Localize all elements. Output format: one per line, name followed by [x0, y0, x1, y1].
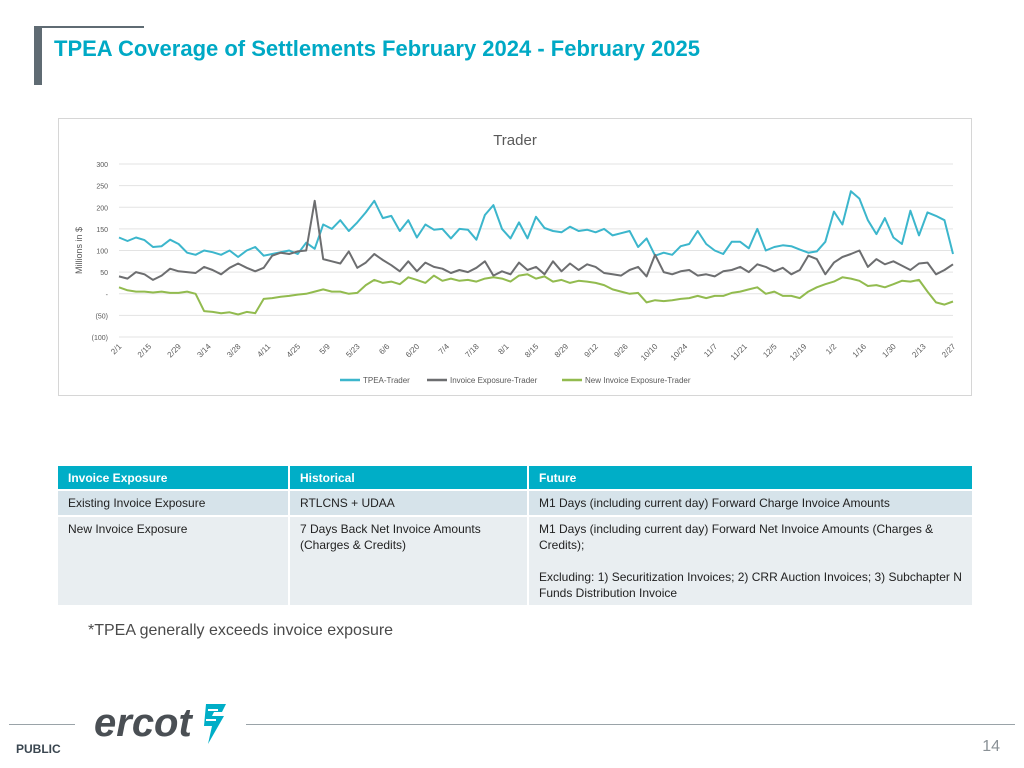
chart-y-axis-label: Millions in $ — [74, 227, 84, 274]
table-cell-future: M1 Days (including current day) Forward … — [528, 489, 972, 516]
chart-legend: TPEA-Trader Invoice Exposure-Trader New In… — [340, 376, 691, 385]
chart-x-tick-label: 11/7 — [702, 342, 719, 359]
chart-y-tick-label: 50 — [100, 270, 108, 277]
table-header-cell: Historical — [289, 466, 529, 490]
title-accent-line — [42, 26, 144, 28]
footer-divider-right — [246, 724, 1015, 725]
page-title: TPEA Coverage of Settlements February 20… — [54, 36, 700, 61]
chart-x-tick-label: 5/9 — [318, 342, 333, 357]
page-number: 14 — [982, 738, 1000, 755]
trader-chart: Trader Millions in $ 300 250 200 150 100 50 - (… — [58, 118, 972, 396]
chart-x-tick-label: 10/24 — [669, 342, 690, 363]
chart-y-tick-label: - — [106, 292, 109, 299]
trader-chart-svg: Trader Millions in $ 300 250 200 150 100 50 - (… — [74, 132, 958, 385]
chart-series-line — [118, 273, 954, 316]
chart-x-tick-label: 1/16 — [851, 342, 869, 360]
chart-y-tick-label: 200 — [96, 205, 108, 212]
table-cell-future: M1 Days (including current day) Forward … — [528, 515, 972, 605]
cell-spacer — [539, 553, 962, 569]
chart-x-tick-label: 3/28 — [225, 342, 243, 360]
chart-y-tick-label: (100) — [92, 335, 108, 342]
title-accent-bar — [34, 26, 42, 85]
chart-gridlines — [119, 163, 953, 338]
table-cell-historical: 7 Days Back Net Invoice Amounts (Charges… — [289, 515, 529, 605]
chart-x-tick-label: 2/15 — [136, 342, 154, 360]
chart-x-tick-label: 2/29 — [166, 342, 184, 360]
chart-legend-label: TPEA-Trader — [363, 376, 410, 385]
chart-x-tick-label: 12/19 — [788, 342, 809, 363]
chart-x-tick-label: 7/4 — [437, 342, 452, 357]
chart-y-tick-label: 100 — [96, 249, 108, 256]
chart-x-tick-label: 8/1 — [496, 342, 511, 357]
chart-x-tick-label: 2/13 — [910, 342, 928, 360]
chart-x-tick-label: 5/23 — [344, 342, 362, 360]
invoice-exposure-table: Invoice Exposure Historical Future Exist… — [58, 466, 972, 605]
chart-legend-label: New Invoice Exposure-Trader — [585, 376, 691, 385]
table-header-cell: Future — [528, 466, 972, 490]
table-cell-historical: RTLCNS + UDAA — [289, 489, 529, 516]
chart-y-tick-label: 150 — [96, 227, 108, 234]
chart-x-tick-label: 11/21 — [729, 342, 749, 362]
chart-series-line — [118, 199, 954, 281]
chart-y-tick-label: 250 — [96, 184, 108, 191]
chart-x-tick-label: 1/2 — [824, 342, 839, 357]
footer-divider-left — [9, 724, 75, 725]
chart-title: Trader — [493, 132, 537, 149]
ercot-logo: ercot — [94, 701, 226, 745]
chart-x-tick-label: 9/12 — [583, 342, 601, 360]
table-cell-future-line: Excluding: 1) Securitization Invoices; 2… — [539, 570, 962, 600]
table-cell-exposure: Existing Invoice Exposure — [58, 489, 290, 516]
chart-x-tick-label: 9/26 — [612, 342, 630, 360]
table-cell-future-line: M1 Days (including current day) Forward … — [539, 522, 934, 552]
chart-x-tick-label: 8/15 — [523, 342, 541, 360]
chart-x-tick-labels: 2/1 2/15 2/29 3/14 3/28 4/11 4/25 5/9 5/23 6/6 6/2… — [109, 342, 958, 363]
table-header-cell: Invoice Exposure — [58, 466, 290, 490]
chart-x-tick-label: 2/1 — [109, 342, 124, 357]
chart-y-tick-label: (50) — [96, 313, 108, 320]
chart-x-tick-label: 4/25 — [285, 342, 303, 360]
table-cell-exposure: New Invoice Exposure — [58, 515, 290, 605]
footnote: *TPEA generally exceeds invoice exposure — [88, 622, 394, 639]
chart-x-tick-label: 3/14 — [195, 342, 213, 360]
chart-series-line — [118, 190, 954, 258]
ercot-logo-text: ercot — [94, 701, 193, 745]
chart-x-tick-label: 8/29 — [553, 342, 571, 360]
chart-x-tick-label: 12/5 — [761, 342, 779, 360]
ercot-logo-bolt-icon — [204, 704, 226, 744]
table-header-row: Invoice Exposure Historical Future — [58, 466, 972, 490]
chart-series-lines — [118, 190, 954, 316]
chart-x-tick-label: 6/6 — [377, 342, 392, 357]
chart-x-tick-label: 7/18 — [463, 342, 481, 360]
classification-label: PUBLIC — [16, 742, 61, 756]
chart-y-tick-labels: 300 250 200 150 100 50 - (50) (100) — [92, 162, 109, 342]
chart-x-tick-label: 1/30 — [880, 342, 898, 360]
chart-legend-label: Invoice Exposure-Trader — [450, 376, 538, 385]
table-row: Existing Invoice Exposure RTLCNS + UDAA … — [58, 489, 972, 516]
table-row: New Invoice Exposure 7 Days Back Net Inv… — [58, 515, 972, 605]
chart-x-tick-label: 6/20 — [404, 342, 422, 360]
chart-y-tick-label: 300 — [96, 162, 108, 169]
chart-x-tick-label: 10/10 — [639, 342, 660, 363]
chart-x-tick-label: 2/27 — [940, 342, 958, 360]
chart-x-tick-label: 4/11 — [255, 342, 272, 359]
